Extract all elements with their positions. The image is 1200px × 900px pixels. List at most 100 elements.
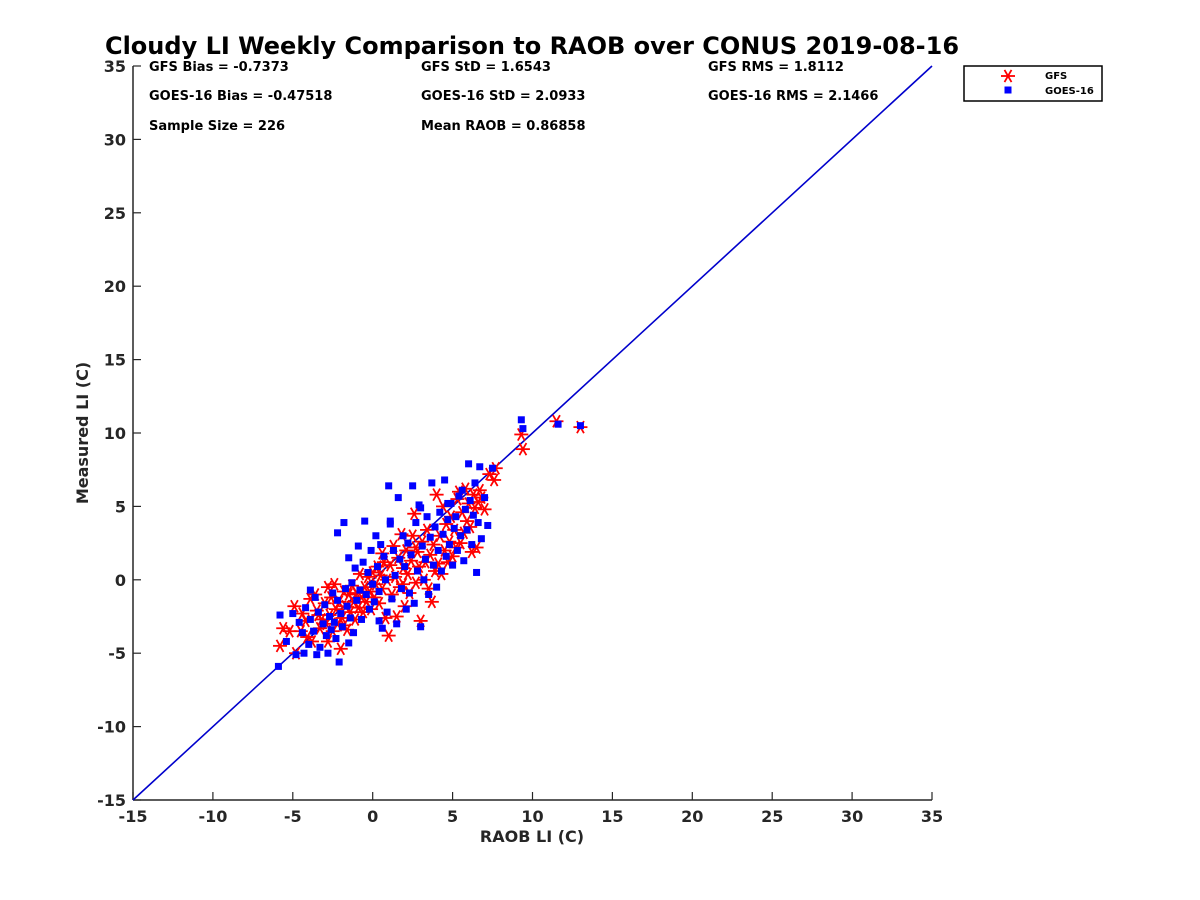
- goes16-point: [460, 557, 468, 565]
- x-tick-label: 20: [681, 807, 703, 826]
- legend-asterisk-icon: [1001, 69, 1015, 83]
- goes16-point: [554, 420, 562, 428]
- y-tick-label: -5: [108, 644, 126, 663]
- y-tick-label: -10: [97, 718, 126, 737]
- goes16-point: [289, 610, 297, 618]
- goes16-point: [345, 639, 353, 647]
- goes16-point: [375, 617, 383, 625]
- goes16-point: [334, 596, 342, 604]
- legend-box: [963, 65, 1103, 102]
- goes16-point: [314, 608, 322, 616]
- gfs-point: [515, 442, 530, 456]
- goes16-point: [457, 532, 465, 540]
- goes16-point: [386, 517, 394, 525]
- goes16-point: [519, 425, 527, 433]
- x-tick-label: 10: [521, 807, 543, 826]
- goes16-point: [434, 546, 442, 554]
- goes16-point: [350, 629, 358, 637]
- goes16-point: [477, 535, 485, 543]
- goes16-point: [354, 542, 362, 550]
- goes16-point: [410, 599, 418, 607]
- goes16-point: [300, 649, 308, 657]
- goes16-point: [351, 564, 359, 572]
- x-tick-label: 15: [601, 807, 623, 826]
- axes: -15 -10 -5 0 5 10 15 20 25 30 35 -15 -10 -5 0 5 10 15 20 25…: [97, 57, 943, 826]
- legend-gfs-marker: [1001, 69, 1015, 83]
- y-tick-label: 20: [104, 277, 126, 296]
- goes16-point: [276, 611, 284, 619]
- goes16-point: [412, 519, 420, 527]
- goes16-point: [476, 463, 484, 471]
- goes16-point: [453, 546, 461, 554]
- goes16-point: [407, 551, 415, 559]
- stat-text: GFS RMS = 1.8112: [708, 60, 844, 75]
- goes16-point: [362, 590, 370, 598]
- goes16-point: [329, 589, 337, 597]
- x-tick-label: 30: [841, 807, 863, 826]
- goes16-point: [375, 588, 383, 596]
- goes16-point: [311, 593, 319, 601]
- goes16-point: [364, 568, 372, 576]
- goes16-point: [461, 505, 469, 513]
- goes16-point: [474, 519, 482, 527]
- goes16-point: [385, 482, 393, 490]
- stat-text: GOES-16 Bias = -0.47518: [149, 89, 332, 104]
- goes16-point: [417, 504, 425, 512]
- goes16-point: [340, 519, 348, 527]
- goes16-point: [282, 637, 290, 645]
- goes16-point: [420, 576, 428, 584]
- goes16-point: [441, 476, 449, 484]
- goes16-point: [517, 416, 525, 424]
- x-tick-label: 5: [447, 807, 458, 826]
- x-tick-label: -15: [119, 807, 148, 826]
- data-points: [273, 414, 588, 670]
- goes16-point: [417, 623, 425, 631]
- goes16-point: [442, 552, 450, 560]
- goes16-point: [489, 464, 497, 472]
- goes16-point: [358, 615, 366, 623]
- goes16-point: [313, 651, 321, 659]
- goes16-point: [389, 546, 397, 554]
- y-tick-label: 30: [104, 130, 126, 149]
- goes16-point: [468, 541, 476, 549]
- goes16-point: [348, 579, 356, 587]
- gfs-point: [333, 642, 348, 656]
- goes16-point: [373, 563, 381, 571]
- stat-text: GOES-16 RMS = 2.1466: [708, 89, 878, 104]
- x-tick-label: -5: [284, 807, 302, 826]
- goes16-point: [321, 601, 329, 609]
- goes16-point: [409, 482, 417, 490]
- goes16-point: [372, 532, 380, 540]
- goes16-point: [330, 618, 338, 626]
- goes16-point: [342, 585, 350, 593]
- goes16-point: [334, 529, 342, 537]
- gfs-point: [407, 507, 422, 521]
- stat-text: GOES-16 StD = 2.0933: [421, 89, 585, 104]
- goes16-point: [343, 602, 351, 610]
- x-tick-label: -10: [198, 807, 227, 826]
- goes16-point: [445, 541, 453, 549]
- goes16-point: [292, 651, 300, 659]
- y-tick-label: 15: [104, 351, 126, 370]
- goes16-point: [394, 494, 402, 502]
- goes16-point: [332, 635, 340, 643]
- gfs-point: [381, 629, 396, 643]
- goes16-point: [469, 511, 477, 519]
- goes16-point: [359, 558, 367, 566]
- goes16-point: [337, 610, 345, 618]
- y-tick-label: -15: [97, 791, 126, 810]
- goes16-series: [274, 416, 584, 670]
- goes16-point: [388, 595, 396, 603]
- y-tick-label: 35: [104, 57, 126, 76]
- goes16-point: [322, 632, 330, 640]
- goes16-point: [310, 627, 318, 635]
- x-tick-label: 0: [367, 807, 378, 826]
- legend-goes16-marker: [1004, 86, 1012, 94]
- gfs-point: [477, 502, 492, 516]
- chart-title: Cloudy LI Weekly Comparison to RAOB over…: [105, 32, 959, 60]
- goes16-point: [378, 624, 386, 632]
- goes16-point: [377, 541, 385, 549]
- gfs-point: [487, 473, 502, 487]
- goes16-point: [399, 532, 407, 540]
